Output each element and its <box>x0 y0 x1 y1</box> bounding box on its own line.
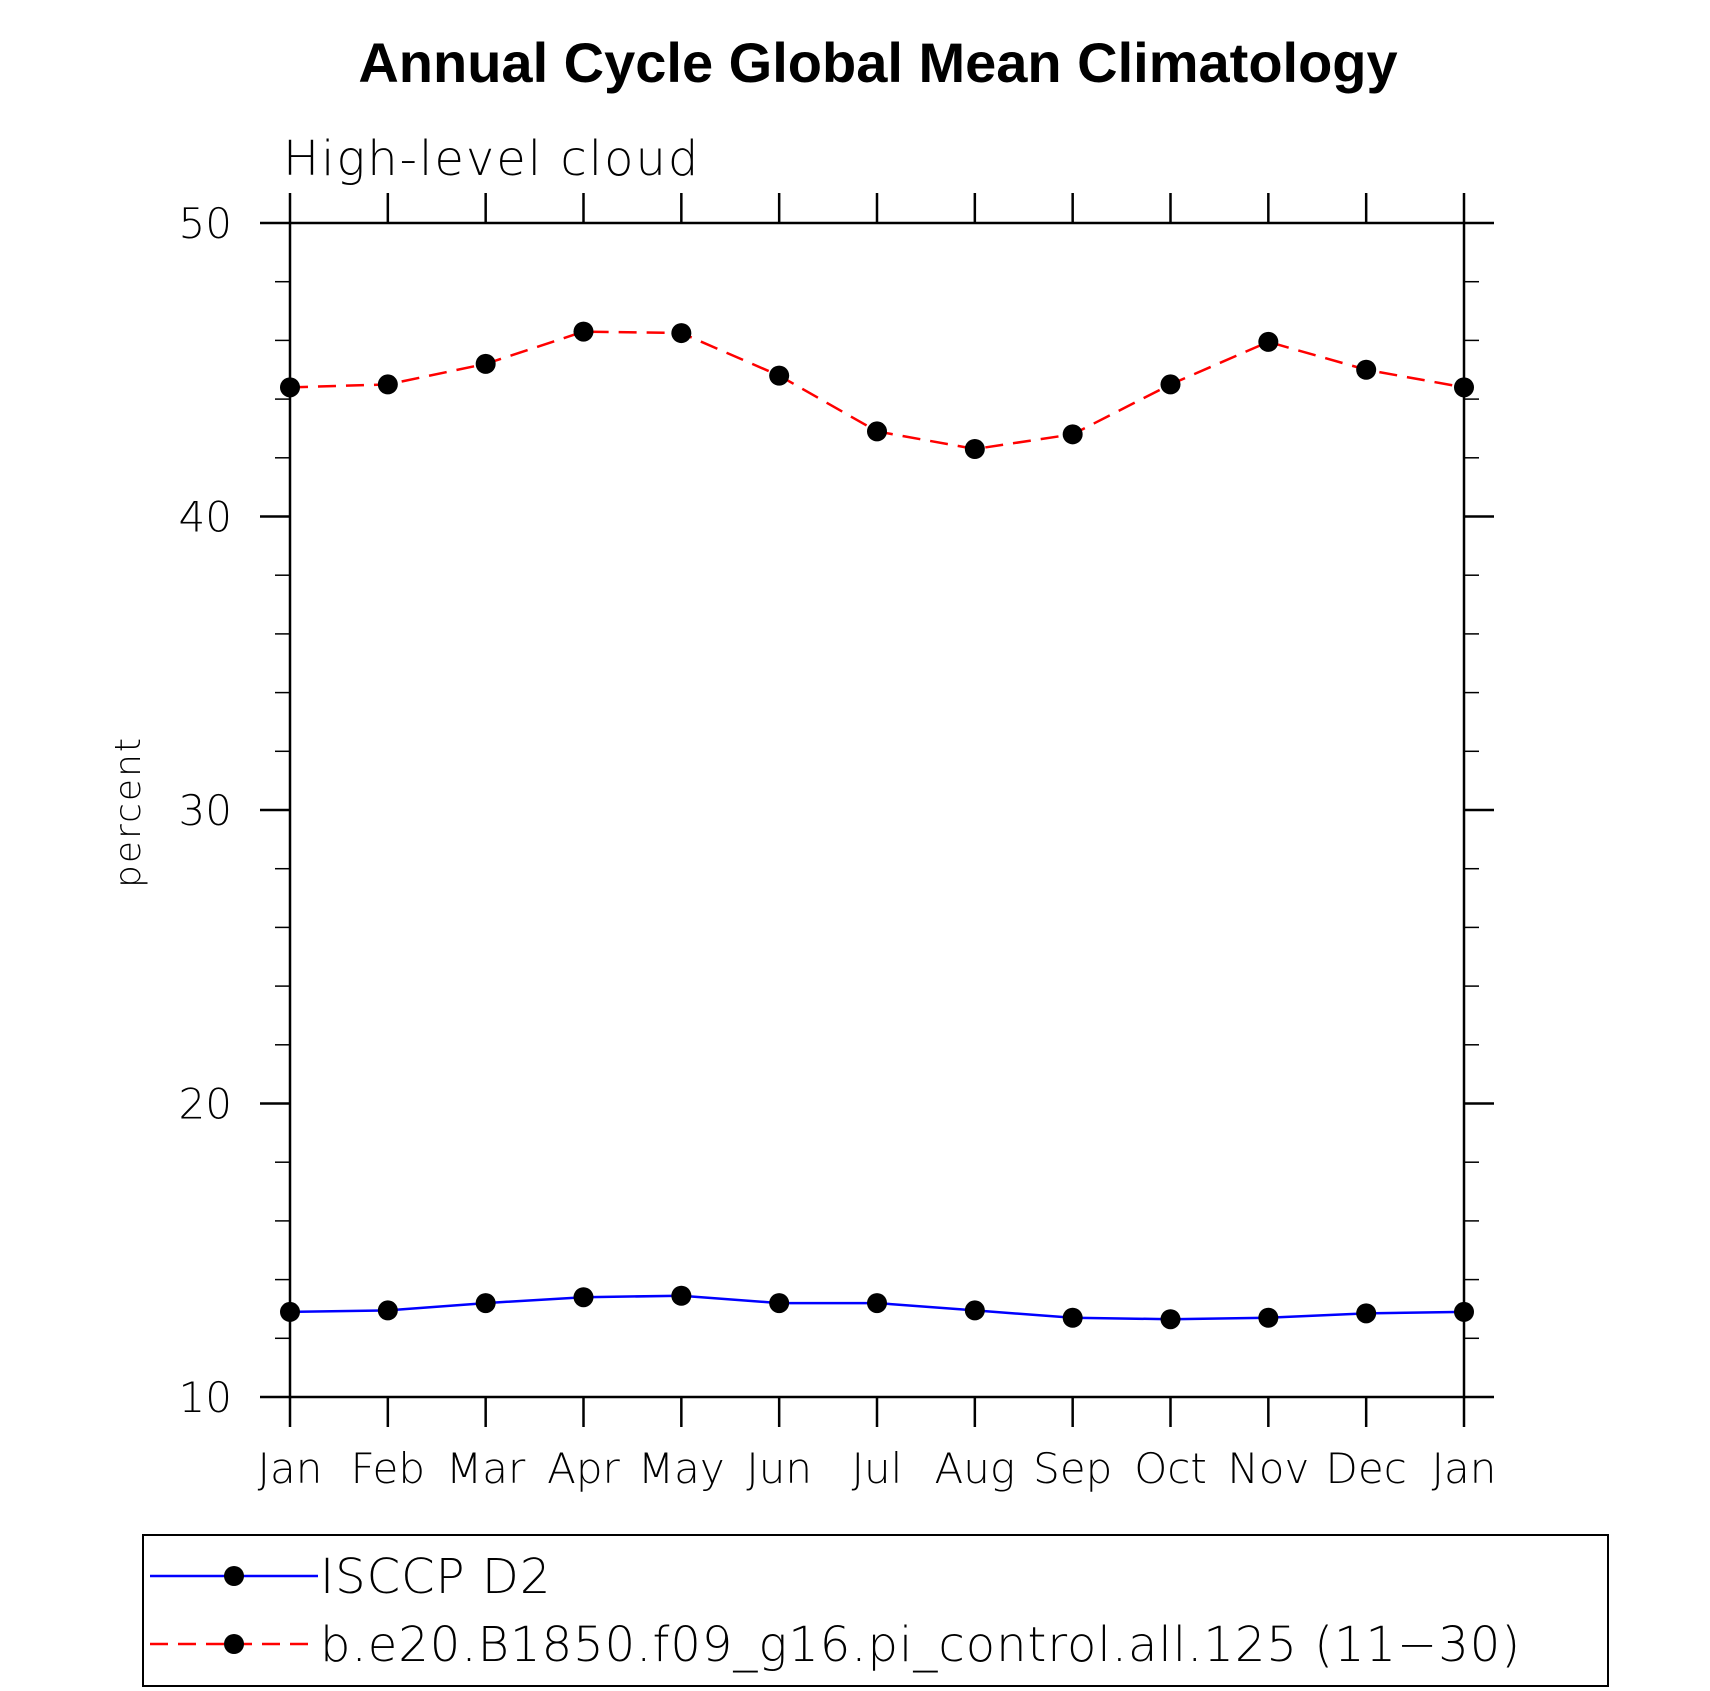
x-tick-label: Feb <box>351 1444 425 1493</box>
data-point <box>475 353 496 374</box>
data-point <box>1356 359 1377 380</box>
y-tick-label: 10 <box>179 1373 232 1422</box>
x-tick-label: Jan <box>1432 1444 1497 1493</box>
data-point <box>1160 374 1181 395</box>
x-tick-label: Mar <box>446 1444 526 1493</box>
data-point <box>867 421 887 442</box>
x-tick-label: Nov <box>1227 1444 1309 1493</box>
y-tick-label: 50 <box>179 199 232 248</box>
data-point <box>1062 424 1083 445</box>
x-tick-label: May <box>638 1444 725 1493</box>
data-point <box>377 1300 398 1321</box>
data-point <box>769 1293 790 1314</box>
legend-entry-1: ISCCP D2 <box>150 1549 551 1605</box>
x-tick-label: Aug <box>935 1444 1016 1493</box>
y-tick-label: 40 <box>179 493 232 542</box>
tick-labels: Jan Feb Mar Apr May Jun Jul Aug Sep Oct Nov Dec Jan 1… <box>179 199 1497 1493</box>
series-2 <box>280 321 1474 459</box>
series-layer <box>280 321 1474 1330</box>
legend-entry-2: b.e20.B1850.f09_g16.pi_control.all.125 (… <box>150 1617 1521 1673</box>
data-point <box>280 1301 300 1322</box>
x-tick-label: Jul <box>852 1444 903 1493</box>
x-tick-label: Jun <box>746 1444 812 1493</box>
y-tick-label: 20 <box>179 1080 232 1129</box>
data-point <box>671 1285 692 1306</box>
legend-marker <box>224 1634 244 1654</box>
data-point <box>671 323 692 344</box>
data-point <box>573 1287 594 1308</box>
chart-subtitle: High-level cloud <box>283 131 700 187</box>
data-point <box>867 1293 887 1314</box>
data-point <box>1258 331 1279 352</box>
data-point <box>1454 377 1474 398</box>
plot-area <box>288 221 1466 1399</box>
y-axis-label: percent <box>108 736 149 888</box>
series-1 <box>280 1285 1474 1330</box>
data-point <box>964 438 985 459</box>
legend-box <box>142 1534 1609 1687</box>
data-point <box>1062 1307 1083 1328</box>
legend-entries: ISCCP D2 b.e20.B1850.f09_g16.pi_control.a… <box>150 1549 1521 1673</box>
x-tick-label: Apr <box>547 1444 620 1493</box>
data-point <box>1454 1301 1474 1322</box>
axis-ticks <box>260 193 1494 1427</box>
y-tick-label: 30 <box>179 786 232 835</box>
data-point <box>280 377 300 398</box>
legend-label: ISCCP D2 <box>320 1549 551 1605</box>
legend-marker <box>224 1566 244 1586</box>
x-tick-label: Dec <box>1326 1444 1407 1493</box>
data-point <box>1160 1309 1181 1330</box>
plot-border <box>288 221 1466 1399</box>
data-point <box>573 321 594 342</box>
data-point <box>769 365 790 386</box>
chart-title: Annual Cycle Global Mean Climatology <box>358 31 1397 94</box>
x-tick-label: Jan <box>258 1444 323 1493</box>
legend-label: b.e20.B1850.f09_g16.pi_control.all.125 (… <box>320 1617 1521 1673</box>
data-point <box>475 1293 496 1314</box>
data-point <box>1258 1307 1279 1328</box>
x-tick-label: Oct <box>1134 1444 1207 1493</box>
x-tick-label: Sep <box>1033 1444 1112 1493</box>
data-point <box>377 374 398 395</box>
legend: ISCCP D2 b.e20.B1850.f09_g16.pi_control.a… <box>142 1534 1609 1687</box>
data-point <box>964 1300 985 1321</box>
data-point <box>1356 1303 1377 1324</box>
